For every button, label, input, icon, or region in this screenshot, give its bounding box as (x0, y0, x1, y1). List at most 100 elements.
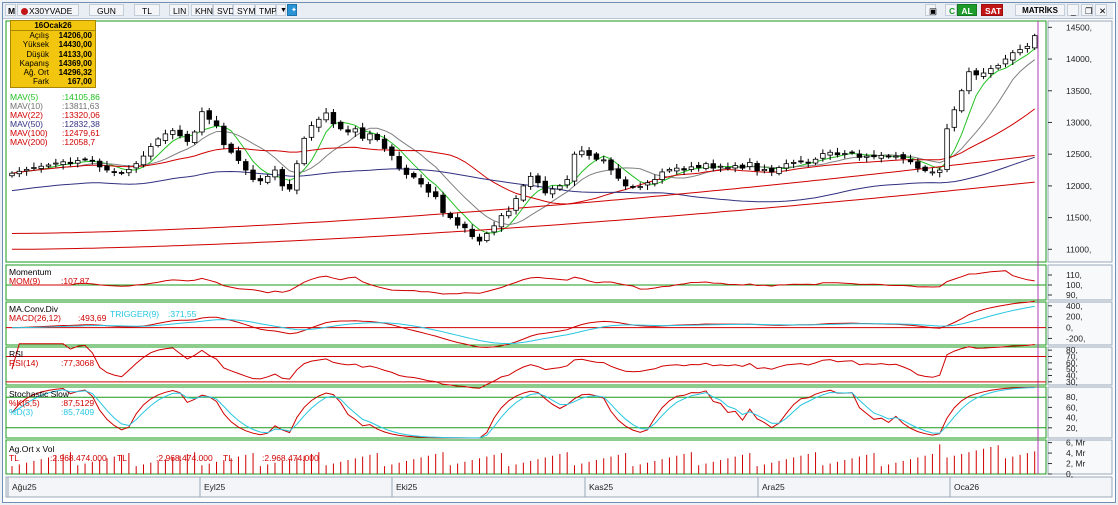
toolbar: M X30YVADE GUN TL LIN KHN SVD SYM TMP ▼ … (3, 3, 1113, 19)
trigger-legend[interactable]: TRIGGER(9):371,55 (110, 309, 197, 319)
macd-legend[interactable]: MACD(26,12):493,69 (9, 313, 107, 323)
rsi-line (11, 343, 1035, 389)
candle (944, 128, 950, 170)
candle (425, 184, 432, 193)
stoch-d-legend[interactable]: %D(3):85,7409 (9, 407, 95, 417)
candle (155, 138, 161, 146)
candle (148, 146, 154, 157)
button-tmp[interactable]: TMP (255, 4, 277, 16)
candle (893, 155, 899, 158)
ohlc-row-wavg: Ağ. Ort 14296,32 (11, 68, 95, 77)
ma10-legend[interactable]: MAV(10):13811,63 (10, 101, 100, 111)
candle (878, 155, 884, 159)
candle (199, 111, 205, 133)
candle (16, 170, 23, 175)
volume-tick-label-0: 6, Mr (1066, 438, 1086, 448)
symbol-icon (21, 8, 28, 16)
candle (75, 160, 81, 164)
lock-icon[interactable]: ▣ (925, 4, 937, 16)
candle (527, 175, 534, 187)
button-sym[interactable]: SYM (233, 4, 255, 16)
candle (885, 155, 892, 158)
momentum-legend[interactable]: MOM(9):107,87 (9, 276, 90, 286)
candle (520, 185, 527, 201)
candle (900, 154, 906, 160)
stoch-d-line (11, 387, 1035, 439)
candle (308, 125, 315, 138)
candle (717, 165, 724, 168)
stoch-k-legend[interactable]: %K(5,5):87,5129 (9, 398, 95, 408)
ma50-legend[interactable]: MAV(50):12832,38 (10, 119, 100, 129)
currency-button-tl[interactable]: TL (134, 4, 160, 16)
candle (542, 180, 548, 194)
ohlc-row-close: Kapanış 14369,00 (11, 59, 95, 68)
candle (396, 156, 402, 169)
candle (53, 162, 59, 165)
candle (272, 169, 278, 178)
candle (162, 133, 169, 141)
ma100-legend[interactable]: MAV(100):12479,61 (10, 128, 100, 138)
ma22-legend[interactable]: MAV(22):13320,06 (10, 110, 100, 120)
candle (608, 159, 614, 171)
ma100-line (11, 155, 1035, 234)
panel-vol (5, 439, 1047, 475)
matriks-button[interactable]: MATRİKS (1015, 4, 1065, 16)
candle (243, 161, 249, 171)
candle (834, 152, 841, 156)
candle (937, 169, 943, 173)
candle (747, 162, 753, 168)
ohlc-wavg-value: 14296,32 (58, 68, 92, 78)
ma5-legend[interactable]: MAV(5):14105,86 (10, 92, 100, 102)
candle (38, 165, 44, 169)
candle (871, 154, 877, 158)
panel-price (5, 20, 1047, 263)
candle (264, 175, 271, 183)
candle (374, 133, 380, 140)
momentum-tick-label-1: 100, (1066, 280, 1083, 290)
panel-stoch (5, 386, 1047, 439)
stoch-tick-label-0: 80, (1066, 392, 1078, 402)
symbol-selector[interactable]: X30YVADE (17, 4, 79, 16)
candle (674, 167, 680, 172)
candle (403, 167, 410, 175)
buy-button[interactable]: AL (957, 4, 977, 16)
candle (827, 151, 833, 156)
minimize-icon[interactable]: _ (1067, 4, 1079, 16)
candle (622, 179, 629, 187)
candle (367, 133, 373, 141)
vol-legend[interactable]: TL :2.968.474.000 TL :2.968.474.000 TL :… (9, 453, 319, 463)
trigger-line (12, 305, 1035, 345)
candle (316, 118, 322, 128)
candle (301, 137, 307, 165)
scale-button-lin[interactable]: LIN (169, 4, 189, 16)
candle (798, 160, 804, 163)
month-label-3: Kas25 (589, 482, 613, 492)
restore-icon[interactable]: ❐ (1081, 4, 1093, 16)
axis-box-mom (1047, 264, 1113, 301)
price-tick-label-3: 13000, (1066, 117, 1092, 127)
button-svd[interactable]: SVD (213, 4, 234, 16)
period-button-gun[interactable]: GUN (89, 4, 124, 16)
close-icon[interactable]: ✕ (1095, 4, 1107, 16)
candle (666, 169, 673, 172)
button-khn[interactable]: KHN (191, 4, 213, 16)
candle (812, 158, 819, 164)
candle (462, 223, 468, 229)
candle (257, 178, 264, 182)
ohlc-close-value: 14369,00 (58, 58, 92, 68)
price-tick-label-5: 12000, (1066, 181, 1092, 191)
dropdown-arrow-icon[interactable]: ▼ (276, 4, 287, 16)
ma200-line (12, 181, 1035, 250)
candle (754, 163, 760, 172)
ma200-legend[interactable]: MAV(200):12058,7 (10, 137, 96, 147)
c-button[interactable]: C (945, 4, 957, 16)
rsi-legend[interactable]: RSI(14):77,3068 (9, 358, 95, 368)
panel-mom (5, 264, 1047, 301)
twitter-icon[interactable]: ✦ (287, 4, 297, 16)
ohlc-row-high: Yüksek 14430,00 (11, 40, 95, 49)
sell-button[interactable]: SAT (981, 4, 1003, 16)
candle (23, 169, 30, 172)
menu-button[interactable]: M (5, 4, 16, 16)
candle (1024, 45, 1031, 49)
